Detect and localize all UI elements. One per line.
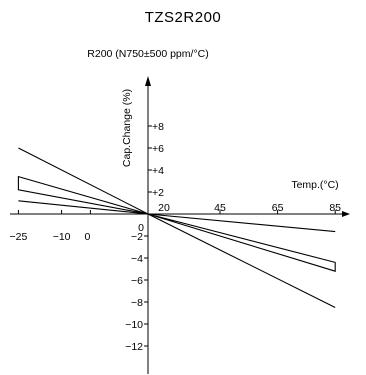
y-tick-label: −8 xyxy=(131,297,143,309)
data-marks xyxy=(17,147,336,308)
tick-labels: −25 −10 020 45 65 85+8+6+4+20−2−4−6−8−10−12 xyxy=(9,121,341,353)
chart-title: TZS2R200 xyxy=(144,9,222,26)
y-tick-label: +8 xyxy=(152,121,164,133)
y-tick-label: −6 xyxy=(131,275,143,287)
series-line-1 xyxy=(18,147,336,308)
y-tick-label: −10 xyxy=(125,319,143,331)
y-tick-label: +2 xyxy=(152,187,164,199)
x-tick-label: 0 xyxy=(84,231,90,243)
x-tick-label: −25 xyxy=(9,231,27,243)
x-tick-label: 45 xyxy=(214,202,226,214)
x-tick-label: 85 xyxy=(329,202,341,214)
y-tick-label: −2 xyxy=(131,231,143,243)
x-axis-arrow xyxy=(342,211,350,217)
x-axis-label: Temp.(°C) xyxy=(291,179,338,191)
y-tick-label: −4 xyxy=(131,253,143,265)
y-axis-arrow xyxy=(145,76,151,86)
tolerance-band-1 xyxy=(17,175,336,272)
axes xyxy=(10,76,350,374)
x-tick-label: −10 xyxy=(53,231,71,243)
y-tick-label: 0 xyxy=(138,222,144,234)
x-tick-label: 65 xyxy=(272,202,284,214)
chart-subtitle: R200 (N750±500 ppm/°C) xyxy=(87,48,209,60)
x-tick-label: 20 xyxy=(158,202,170,214)
y-tick-label: +6 xyxy=(152,143,164,155)
y-tick-label: −12 xyxy=(125,341,143,353)
y-tick-label: +4 xyxy=(152,165,164,177)
y-axis-label: Cap.Change (%) xyxy=(121,89,133,167)
series-line-2 xyxy=(18,200,336,233)
